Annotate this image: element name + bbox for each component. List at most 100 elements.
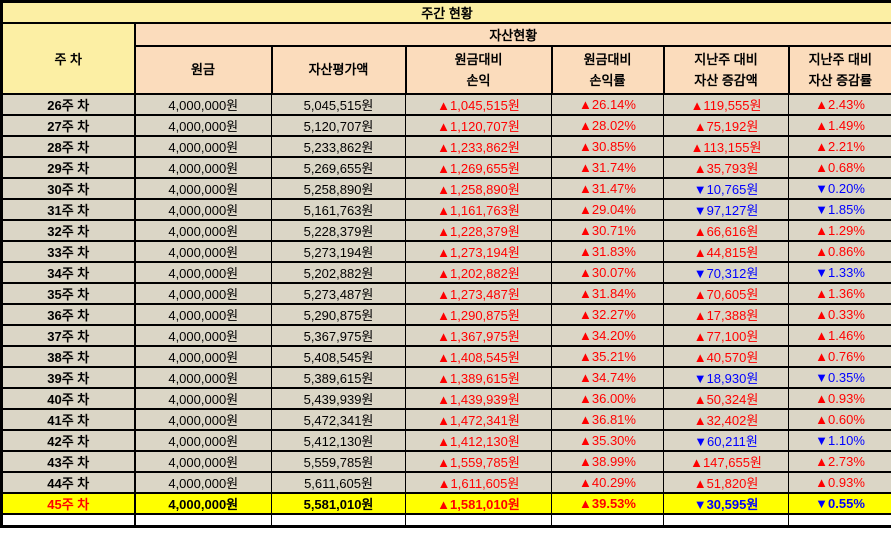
week-cell[interactable]: 26주 차 [1,93,136,116]
wow-change-rate-cell[interactable]: ▲0.33% [787,303,891,326]
valuation-cell[interactable]: 5,258,890원 [271,177,406,200]
profit-loss-cell[interactable]: ▲1,290,875원 [405,303,552,326]
valuation-cell[interactable]: 5,408,545원 [271,345,406,368]
wow-change-rate-cell[interactable]: ▼1.33% [787,261,891,284]
valuation-cell[interactable]: 5,412,130원 [271,429,406,452]
profit-loss-cell[interactable]: ▲1,233,862원 [405,135,552,158]
wow-change-rate-cell[interactable]: ▲1.36% [787,282,891,305]
wow-change-rate-cell[interactable]: ▲1.49% [787,114,891,137]
week-cell[interactable]: 38주 차 [1,345,136,368]
profit-loss-rate-cell[interactable]: ▲38.99% [551,450,664,473]
wow-change-rate-cell[interactable]: ▲1.29% [787,219,891,242]
profit-loss-cell[interactable]: ▲1,228,379원 [405,219,552,242]
week-cell[interactable]: 37주 차 [1,324,136,347]
wow-change-cell[interactable]: ▲17,388원 [663,303,789,326]
profit-loss-rate-cell[interactable]: ▲39.53% [551,492,664,515]
valuation-cell[interactable]: 5,439,939원 [271,387,406,410]
wow-change-rate-cell[interactable]: ▲1.46% [787,324,891,347]
week-cell[interactable]: 33주 차 [1,240,136,263]
wow-change-cell[interactable]: ▲32,402원 [663,408,789,431]
profit-loss-rate-cell[interactable]: ▲31.83% [551,240,664,263]
profit-loss-cell[interactable]: ▲1,412,130원 [405,429,552,452]
wow-change-cell[interactable]: ▲66,616원 [663,219,789,242]
valuation-cell[interactable]: 5,233,862원 [271,135,406,158]
profit-loss-cell[interactable]: ▲1,269,655원 [405,156,552,179]
valuation-cell[interactable]: 5,161,763원 [271,198,406,221]
empty-cell[interactable] [134,513,272,527]
wow-change-cell[interactable]: ▲35,793원 [663,156,789,179]
profit-loss-cell[interactable]: ▲1,161,763원 [405,198,552,221]
empty-cell[interactable] [1,513,136,527]
column-header[interactable]: 원금 [133,45,273,95]
wow-change-cell[interactable]: ▲44,815원 [663,240,789,263]
profit-loss-cell[interactable]: ▲1,439,939원 [405,387,552,410]
week-cell[interactable]: 42주 차 [1,429,136,452]
wow-change-cell[interactable]: ▲77,100원 [663,324,789,347]
principal-cell[interactable]: 4,000,000원 [134,219,272,242]
valuation-cell[interactable]: 5,273,487원 [271,282,406,305]
column-header[interactable]: 원금대비 손익률 [550,45,665,95]
principal-cell[interactable]: 4,000,000원 [134,156,272,179]
profit-loss-rate-cell[interactable]: ▲34.20% [551,324,664,347]
principal-cell[interactable]: 4,000,000원 [134,261,272,284]
valuation-cell[interactable]: 5,120,707원 [271,114,406,137]
profit-loss-cell[interactable]: ▲1,273,194원 [405,240,552,263]
wow-change-rate-cell[interactable]: ▲0.60% [787,408,891,431]
empty-cell[interactable] [271,513,406,527]
profit-loss-cell[interactable]: ▲1,472,341원 [405,408,552,431]
valuation-cell[interactable]: 5,367,975원 [271,324,406,347]
profit-loss-rate-cell[interactable]: ▲29.04% [551,198,664,221]
valuation-cell[interactable]: 5,581,010원 [271,492,406,515]
wow-change-rate-cell[interactable]: ▲2.73% [787,450,891,473]
valuation-cell[interactable]: 5,290,875원 [271,303,406,326]
profit-loss-cell[interactable]: ▲1,408,545원 [405,345,552,368]
week-cell[interactable]: 32주 차 [1,219,136,242]
column-header[interactable]: 자산평가액 [270,45,407,95]
wow-change-rate-cell[interactable]: ▼0.55% [787,492,891,515]
profit-loss-rate-cell[interactable]: ▲35.30% [551,429,664,452]
profit-loss-rate-cell[interactable]: ▲35.21% [551,345,664,368]
wow-change-cell[interactable]: ▼10,765원 [663,177,789,200]
column-header[interactable]: 지난주 대비 자산 증감액 [662,45,790,95]
principal-cell[interactable]: 4,000,000원 [134,324,272,347]
principal-cell[interactable]: 4,000,000원 [134,366,272,389]
wow-change-cell[interactable]: ▲119,555원 [663,93,789,116]
valuation-cell[interactable]: 5,273,194원 [271,240,406,263]
profit-loss-rate-cell[interactable]: ▲36.00% [551,387,664,410]
profit-loss-cell[interactable]: ▲1,581,010원 [405,492,552,515]
week-cell[interactable]: 44주 차 [1,471,136,494]
week-cell[interactable]: 27주 차 [1,114,136,137]
wow-change-rate-cell[interactable]: ▼1.85% [787,198,891,221]
wow-change-rate-cell[interactable]: ▲0.86% [787,240,891,263]
week-cell[interactable]: 30주 차 [1,177,136,200]
valuation-cell[interactable]: 5,389,615원 [271,366,406,389]
profit-loss-cell[interactable]: ▲1,559,785원 [405,450,552,473]
week-cell[interactable]: 45주 차 [1,492,136,515]
principal-cell[interactable]: 4,000,000원 [134,282,272,305]
wow-change-cell[interactable]: ▲70,605원 [663,282,789,305]
profit-loss-rate-cell[interactable]: ▲31.74% [551,156,664,179]
wow-change-cell[interactable]: ▲40,570원 [663,345,789,368]
wow-change-cell[interactable]: ▲147,655원 [663,450,789,473]
wow-change-cell[interactable]: ▼70,312원 [663,261,789,284]
profit-loss-cell[interactable]: ▲1,611,605원 [405,471,552,494]
empty-cell[interactable] [551,513,664,527]
asset-status-group-header[interactable]: 자산현황 [133,22,891,47]
profit-loss-rate-cell[interactable]: ▲30.07% [551,261,664,284]
wow-change-rate-cell[interactable]: ▲0.93% [787,471,891,494]
week-cell[interactable]: 29주 차 [1,156,136,179]
profit-loss-rate-cell[interactable]: ▲34.74% [551,366,664,389]
profit-loss-cell[interactable]: ▲1,367,975원 [405,324,552,347]
wow-change-rate-cell[interactable]: ▼1.10% [787,429,891,452]
week-cell[interactable]: 43주 차 [1,450,136,473]
wow-change-rate-cell[interactable]: ▲0.76% [787,345,891,368]
profit-loss-cell[interactable]: ▲1,120,707원 [405,114,552,137]
valuation-cell[interactable]: 5,269,655원 [271,156,406,179]
profit-loss-cell[interactable]: ▲1,273,487원 [405,282,552,305]
wow-change-rate-cell[interactable]: ▲0.93% [787,387,891,410]
week-cell[interactable]: 34주 차 [1,261,136,284]
valuation-cell[interactable]: 5,611,605원 [271,471,406,494]
week-cell[interactable]: 40주 차 [1,387,136,410]
principal-cell[interactable]: 4,000,000원 [134,345,272,368]
profit-loss-rate-cell[interactable]: ▲36.81% [551,408,664,431]
